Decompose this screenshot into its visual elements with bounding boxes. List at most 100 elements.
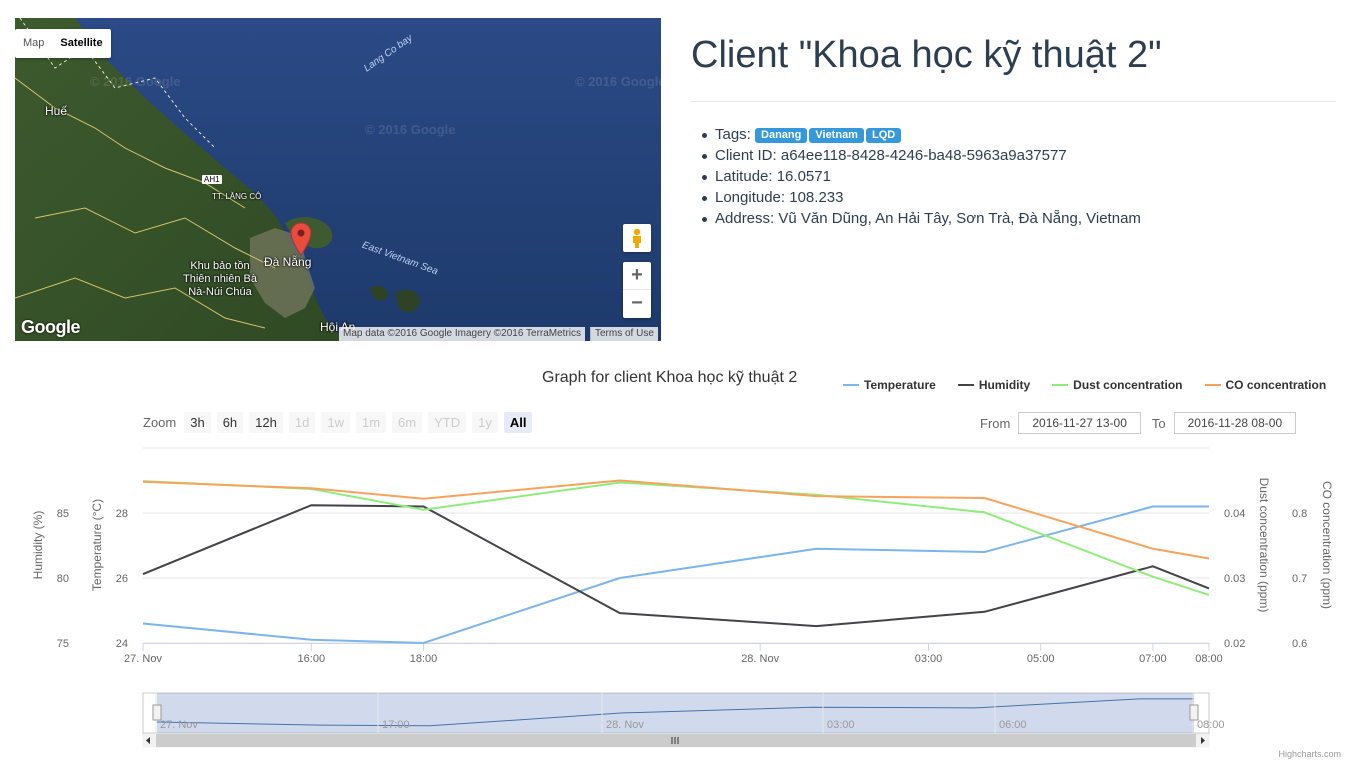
- map-marker-icon[interactable]: [290, 222, 312, 256]
- address-row: Address: Vũ Văn Dũng, An Hải Tây, Sơn Tr…: [702, 208, 1141, 229]
- to-date-input[interactable]: 2016-11-28 08-00: [1173, 412, 1297, 434]
- tags-row: Tags: Danang Vietnam LQD: [702, 124, 1141, 145]
- map-label-ah1: AH1: [202, 175, 222, 184]
- longitude-label: Longitude:: [715, 189, 786, 206]
- address-value: Vũ Văn Dũng, An Hải Tây, Sơn Trà, Đà Nẵn…: [778, 210, 1141, 227]
- zoom-1m-button: 1m: [355, 412, 387, 433]
- legend-label: Humidity: [978, 378, 1031, 392]
- legend-item-dust[interactable]: Dust concentration: [1052, 378, 1183, 392]
- navigator-mask: [157, 693, 1194, 733]
- scroll-left-icon[interactable]: [146, 737, 150, 744]
- zoom-6m-button: 6m: [392, 412, 423, 433]
- map-label-hue: Huế: [45, 104, 68, 118]
- navigator-label: 03:00: [827, 719, 855, 731]
- tags-label: Tags:: [715, 126, 751, 143]
- navigator-handle[interactable]: [152, 704, 162, 721]
- google-logo[interactable]: Google: [21, 317, 81, 337]
- client-id-label: Client ID:: [715, 147, 777, 164]
- zoom-in-button[interactable]: +: [623, 262, 651, 290]
- page-title: Client "Khoa học kỹ thuật 2": [691, 34, 1162, 76]
- zoom-all-button[interactable]: All: [503, 412, 533, 433]
- zoom-12h-button[interactable]: 12h: [249, 412, 283, 433]
- to-label: To: [1151, 415, 1166, 431]
- latitude-row: Latitude: 16.0571: [702, 166, 1141, 187]
- x-axis-label: 28. Nov: [741, 653, 779, 665]
- map-label-da-nang: Đà Nẵng: [264, 255, 312, 269]
- title-divider: [691, 101, 1336, 102]
- humidity-axis-label: 75: [57, 638, 69, 650]
- terms-of-use-link[interactable]: Terms of Use: [590, 327, 658, 341]
- map-watermark: © 2016 Google: [575, 74, 661, 89]
- temperature-axis-label: 26: [116, 573, 128, 585]
- co-axis-label: 0.8: [1292, 508, 1307, 520]
- dust-axis-label: 0.02: [1224, 638, 1245, 650]
- x-axis-label: 05:00: [1027, 653, 1055, 665]
- client-info-list: Tags: Danang Vietnam LQD Client ID: a64ee1…: [702, 124, 1141, 229]
- navigator-frame: [142, 692, 1210, 734]
- humidity-axis-label: 85: [57, 508, 69, 520]
- x-axis-label: 03:00: [915, 653, 943, 665]
- legend-item-co[interactable]: CO concentration: [1204, 378, 1327, 392]
- navigator-handle[interactable]: [1189, 704, 1199, 721]
- map-type-control: Map Satellite: [15, 29, 111, 58]
- tag-badge[interactable]: LQD: [865, 128, 902, 143]
- x-axis-label: 16:00: [298, 653, 326, 665]
- map-watermark: © 2016 Google: [365, 122, 456, 137]
- zoom-ytd-button: YTD: [428, 412, 467, 433]
- legend-line: [1204, 384, 1221, 386]
- chart-title: Graph for client Khoa học kỹ thuật 2: [542, 369, 798, 386]
- temperature-axis-title: Temperature (°C): [90, 499, 104, 591]
- longitude-row: Longitude: 108.233: [702, 187, 1141, 208]
- navigator-label: 17:00: [382, 719, 410, 731]
- from-label: From: [980, 415, 1011, 431]
- client-id-value: a64ee118-8428-4246-ba48-5963a9a37577: [780, 147, 1067, 164]
- scrollbar-thumb[interactable]: [156, 734, 1196, 747]
- zoom-3h-button[interactable]: 3h: [184, 412, 211, 433]
- legend-item-temperature[interactable]: Temperature: [843, 378, 936, 392]
- co-axis-label: 0.7: [1292, 573, 1307, 585]
- tag-badge[interactable]: Danang: [755, 128, 808, 143]
- zoom-out-button[interactable]: −: [631, 292, 643, 314]
- temperature-axis-label: 28: [116, 508, 128, 520]
- navigator-label: 27. Nov: [160, 719, 198, 731]
- legend-label: CO concentration: [1225, 378, 1327, 392]
- map-type-satellite-button[interactable]: Satellite: [60, 37, 103, 49]
- legend-line: [957, 384, 974, 386]
- legend-line: [843, 384, 859, 386]
- chart-legend: Temperature Humidity Dust concentration …: [843, 378, 1326, 392]
- temperature-axis-label: 24: [116, 638, 128, 650]
- humidity-axis-label: 80: [57, 573, 69, 585]
- tag-badge[interactable]: Vietnam: [809, 128, 864, 143]
- legend-item-humidity[interactable]: Humidity: [957, 378, 1031, 392]
- series-line-hum: [142, 504, 1210, 628]
- map-type-map-button[interactable]: Map: [23, 37, 45, 49]
- legend-label: Temperature: [864, 378, 936, 392]
- map-label-reserve: Khu bảo tồn Thiên nhiên Bà Nà-Núi Chúa: [183, 260, 257, 298]
- co-axis-label: 0.6: [1292, 638, 1307, 650]
- latitude-label: Latitude:: [715, 168, 773, 185]
- legend-line: [1052, 384, 1069, 386]
- x-axis-label: 07:00: [1139, 653, 1167, 665]
- from-date-input[interactable]: 2016-11-27 13-00: [1018, 412, 1141, 434]
- zoom-1w-button: 1w: [321, 412, 350, 433]
- x-axis-label: 08:00: [1195, 653, 1223, 665]
- pegman-icon: [633, 228, 641, 248]
- location-map[interactable]: © 2016 Google © 2016 Google © 2016 Googl…: [15, 18, 661, 341]
- scroll-right-icon[interactable]: [1201, 737, 1205, 744]
- humidity-axis-title: Humidity (%): [31, 511, 45, 580]
- x-axis-label: 27. Nov: [124, 653, 162, 665]
- map-watermark: © 2016 Google: [90, 74, 181, 89]
- zoom-6h-button[interactable]: 6h: [216, 412, 244, 433]
- series-line-temp: [142, 505, 1209, 645]
- navigator-series: [156, 698, 1194, 727]
- dust-axis-label: 0.04: [1224, 508, 1245, 520]
- longitude-value: 108.233: [789, 189, 844, 206]
- highcharts-credits[interactable]: Highcharts.com: [1278, 749, 1341, 759]
- zoom-1y-button: 1y: [472, 412, 498, 433]
- zoom-label: Zoom: [143, 415, 177, 430]
- street-view-button[interactable]: [623, 224, 651, 252]
- zoom-control: + −: [623, 262, 651, 318]
- legend-label: Dust concentration: [1073, 378, 1183, 392]
- dust-axis-title: Dust concentration (ppm): [1257, 478, 1271, 613]
